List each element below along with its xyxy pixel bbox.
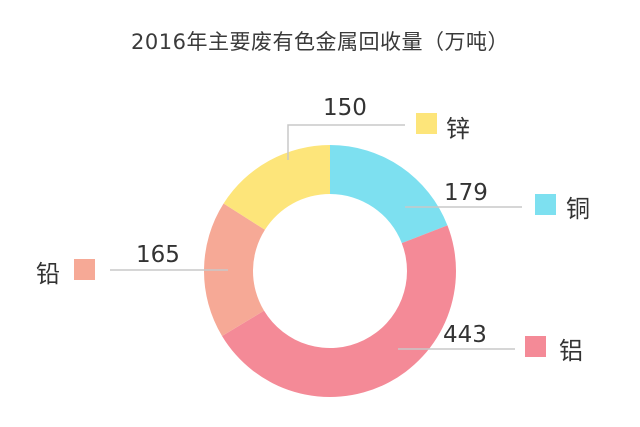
value-label-lead: 165 xyxy=(136,242,180,268)
legend-label-lead: 铅 xyxy=(36,260,60,288)
legend-swatch-lead xyxy=(74,259,95,280)
leader-line-zinc xyxy=(287,124,405,160)
slice-lead xyxy=(203,203,265,336)
legend-label-copper: 铜 xyxy=(566,195,590,223)
slice-aluminum xyxy=(222,225,456,398)
legend-label-zinc: 锌 xyxy=(446,115,470,143)
slice-zinc xyxy=(223,145,330,230)
legend-label-aluminum: 铝 xyxy=(559,337,583,365)
donut-slices xyxy=(203,145,456,398)
chart-title: 2016年主要废有色金属回收量（万吨） xyxy=(131,30,509,54)
value-label-zinc: 150 xyxy=(323,95,367,121)
value-label-aluminum: 443 xyxy=(443,322,487,348)
legend-swatch-copper xyxy=(535,194,556,215)
value-label-copper: 179 xyxy=(444,180,488,206)
legend-swatch-zinc xyxy=(416,113,437,134)
slice-copper xyxy=(330,145,448,244)
legend-swatch-aluminum xyxy=(525,336,546,357)
